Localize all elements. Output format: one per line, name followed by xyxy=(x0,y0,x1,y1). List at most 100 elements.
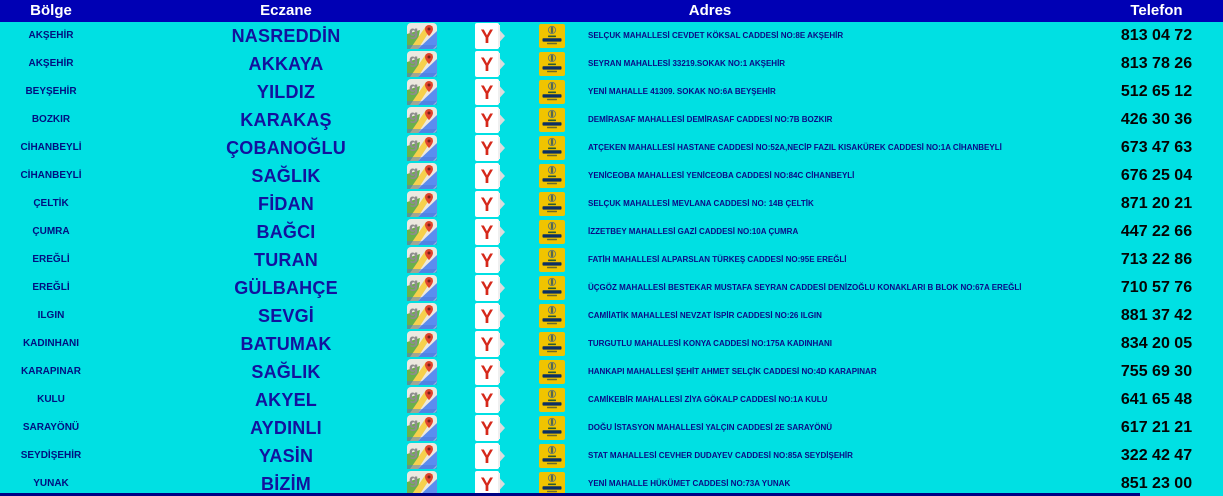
svg-text:Y: Y xyxy=(481,251,494,272)
yandex-maps-icon[interactable]: Y xyxy=(475,51,505,77)
konya-municipality-icon[interactable] xyxy=(539,80,565,104)
address-label: SELÇUK MAHALLESİ MEVLANA CADDESİ NO: 14B… xyxy=(588,199,814,208)
svg-text:Y: Y xyxy=(481,83,494,104)
yandex-maps-icon[interactable]: Y xyxy=(475,303,505,329)
konya-municipality-icon[interactable] xyxy=(539,472,565,496)
yandex-maps-icon[interactable]: Y xyxy=(475,79,505,105)
svg-text:g: g xyxy=(409,417,418,432)
google-maps-icon[interactable]: g xyxy=(407,79,437,105)
google-maps-icon[interactable]: g xyxy=(407,23,437,49)
svg-text:g: g xyxy=(409,81,418,96)
konya-municipality-icon[interactable] xyxy=(539,416,565,440)
phone-number: 813 04 72 xyxy=(1120,27,1193,44)
region-label: EREĞLİ xyxy=(32,282,70,293)
phone-number: 676 25 04 xyxy=(1120,167,1193,184)
column-header-pharmacy: Eczane xyxy=(260,2,312,19)
svg-text:Y: Y xyxy=(481,363,494,384)
yandex-maps-icon[interactable]: Y xyxy=(475,163,505,189)
phone-number: 755 69 30 xyxy=(1120,363,1193,380)
svg-text:g: g xyxy=(409,109,418,124)
pharmacy-name: AKKAYA xyxy=(248,54,324,74)
yandex-maps-icon[interactable]: Y xyxy=(475,275,505,301)
phone-number: 447 22 66 xyxy=(1120,223,1193,240)
svg-text:g: g xyxy=(409,165,418,180)
yandex-maps-icon[interactable]: Y xyxy=(475,219,505,245)
pharmacy-name: AKYEL xyxy=(254,390,317,410)
konya-municipality-icon[interactable] xyxy=(539,388,565,412)
yandex-maps-icon[interactable]: Y xyxy=(475,443,505,469)
svg-text:Y: Y xyxy=(481,55,494,76)
google-maps-icon[interactable]: g xyxy=(407,387,437,413)
address-label: YENİCEOBA MAHALLESİ YENİCEOBA CADDESİ NO… xyxy=(588,171,855,180)
svg-text:Y: Y xyxy=(481,139,494,160)
yandex-maps-icon[interactable]: Y xyxy=(475,359,505,385)
table-row: KARAPINAR SAĞLIK g Y xyxy=(0,358,1223,386)
svg-text:Y: Y xyxy=(481,111,494,132)
konya-municipality-icon[interactable] xyxy=(539,136,565,160)
address-label: STAT MAHALLESİ CEVHER DUDAYEV CADDESİ NO… xyxy=(588,451,853,460)
konya-municipality-icon[interactable] xyxy=(539,304,565,328)
google-maps-icon[interactable]: g xyxy=(407,415,437,441)
table-row: EREĞLİ GÜLBAHÇE g Y xyxy=(0,274,1223,302)
pharmacy-name: SAĞLIK xyxy=(251,362,321,382)
column-header-address: Adres xyxy=(688,2,732,19)
google-maps-icon[interactable]: g xyxy=(407,51,437,77)
region-label: ILGIN xyxy=(37,310,65,321)
google-maps-icon[interactable]: g xyxy=(407,219,437,245)
google-maps-icon[interactable]: g xyxy=(407,163,437,189)
google-maps-icon[interactable]: g xyxy=(407,247,437,273)
address-label: FATİH MAHALLESİ ALPARSLAN TÜRKEŞ CADDESİ… xyxy=(588,255,847,264)
region-label: YUNAK xyxy=(33,478,69,489)
yandex-maps-icon[interactable]: Y xyxy=(475,107,505,133)
svg-text:g: g xyxy=(409,305,418,320)
yandex-maps-icon[interactable]: Y xyxy=(475,387,505,413)
pharmacy-name: TURAN xyxy=(254,250,318,270)
column-header-phone: Telefon xyxy=(1130,2,1183,19)
table-row: BOZKIR KARAKAŞ g Y xyxy=(0,106,1223,134)
svg-text:g: g xyxy=(409,25,418,40)
konya-municipality-icon[interactable] xyxy=(539,360,565,384)
region-label: SEYDİŞEHİR xyxy=(20,450,82,461)
address-label: DEMİRASAF MAHALLESİ DEMİRASAF CADDESİ NO… xyxy=(588,115,833,124)
yandex-maps-icon[interactable]: Y xyxy=(475,471,505,496)
table-row: KULU AKYEL g Y xyxy=(0,386,1223,414)
region-label: AKŞEHİR xyxy=(28,30,74,41)
yandex-maps-icon[interactable]: Y xyxy=(475,135,505,161)
yandex-maps-icon[interactable]: Y xyxy=(475,23,505,49)
phone-number: 426 30 36 xyxy=(1120,111,1193,128)
google-maps-icon[interactable]: g xyxy=(407,107,437,133)
konya-municipality-icon[interactable] xyxy=(539,276,565,300)
google-maps-icon[interactable]: g xyxy=(407,275,437,301)
yandex-maps-icon[interactable]: Y xyxy=(475,247,505,273)
yandex-maps-icon[interactable]: Y xyxy=(475,191,505,217)
region-label: KADINHANI xyxy=(22,338,80,349)
address-label: ÜÇGÖZ MAHALLESİ BESTEKAR MUSTAFA SEYRAN … xyxy=(588,283,1022,292)
google-maps-icon[interactable]: g xyxy=(407,135,437,161)
svg-text:g: g xyxy=(409,221,418,236)
konya-municipality-icon[interactable] xyxy=(539,108,565,132)
konya-municipality-icon[interactable] xyxy=(539,332,565,356)
konya-municipality-icon[interactable] xyxy=(539,220,565,244)
google-maps-icon[interactable]: g xyxy=(407,191,437,217)
google-maps-icon[interactable]: g xyxy=(407,331,437,357)
svg-text:Y: Y xyxy=(481,27,494,48)
konya-municipality-icon[interactable] xyxy=(539,444,565,468)
konya-municipality-icon[interactable] xyxy=(539,164,565,188)
konya-municipality-icon[interactable] xyxy=(539,248,565,272)
yandex-maps-icon[interactable]: Y xyxy=(475,331,505,357)
konya-municipality-icon[interactable] xyxy=(539,24,565,48)
address-label: CAMİİATİK MAHALLESİ NEVZAT İSPİR CADDESİ… xyxy=(588,311,822,320)
google-maps-icon[interactable]: g xyxy=(407,359,437,385)
konya-municipality-icon[interactable] xyxy=(539,192,565,216)
table-row: BEYŞEHİR YILDIZ g Y xyxy=(0,78,1223,106)
pharmacy-name: FİDAN xyxy=(258,194,314,214)
yandex-maps-icon[interactable]: Y xyxy=(475,415,505,441)
address-label: DOĞU İSTASYON MAHALLESİ YALÇIN CADDESİ 2… xyxy=(588,423,833,432)
table-row: ÇELTİK FİDAN g Y xyxy=(0,190,1223,218)
phone-number: 673 47 63 xyxy=(1120,139,1193,156)
region-label: KULU xyxy=(37,394,65,405)
konya-municipality-icon[interactable] xyxy=(539,52,565,76)
google-maps-icon[interactable]: g xyxy=(407,303,437,329)
google-maps-icon[interactable]: g xyxy=(407,443,437,469)
